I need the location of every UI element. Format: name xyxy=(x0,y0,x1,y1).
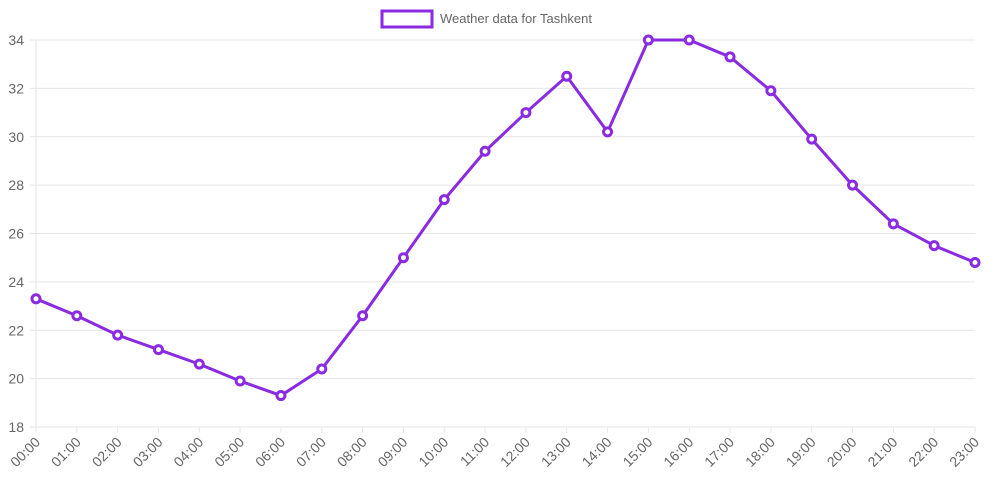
legend[interactable]: Weather data for Tashkent xyxy=(380,9,592,29)
data-point[interactable] xyxy=(847,179,859,191)
x-tick-label: 17:00 xyxy=(701,434,737,470)
x-tick-label: 15:00 xyxy=(619,434,655,470)
series-line xyxy=(35,38,976,398)
legend-swatch[interactable] xyxy=(380,9,434,29)
data-point[interactable] xyxy=(969,257,981,269)
data-point[interactable] xyxy=(30,293,42,305)
y-tick-label: 18 xyxy=(8,419,24,435)
data-point[interactable] xyxy=(71,310,83,322)
x-tick-label: 01:00 xyxy=(48,434,84,470)
y-tick-label: 32 xyxy=(8,80,24,96)
grid-lines xyxy=(30,39,975,433)
data-point[interactable] xyxy=(397,252,409,264)
y-axis-ticks: 18 20 22 24 26 28 30 32 34 xyxy=(8,32,24,435)
y-tick-label: 24 xyxy=(8,274,24,290)
x-tick-label: 05:00 xyxy=(211,434,247,470)
x-tick-label: 11:00 xyxy=(457,434,493,470)
x-tick-label: 04:00 xyxy=(170,434,206,470)
data-points xyxy=(30,34,981,402)
data-point[interactable] xyxy=(683,34,695,46)
data-point[interactable] xyxy=(152,344,164,356)
x-tick-label: 18:00 xyxy=(742,434,778,470)
data-point[interactable] xyxy=(438,194,450,206)
data-point[interactable] xyxy=(642,34,654,46)
x-tick-label: 13:00 xyxy=(538,434,574,470)
x-tick-label: 00:00 xyxy=(7,434,43,470)
y-tick-label: 30 xyxy=(8,129,24,145)
x-tick-label: 03:00 xyxy=(130,434,166,470)
data-point[interactable] xyxy=(234,375,246,387)
data-point[interactable] xyxy=(479,145,491,157)
data-point[interactable] xyxy=(765,85,777,97)
data-point[interactable] xyxy=(112,329,124,341)
x-tick-label: 07:00 xyxy=(293,434,329,470)
x-tick-label: 20:00 xyxy=(824,434,860,470)
y-tick-label: 34 xyxy=(8,32,24,48)
x-tick-label: 08:00 xyxy=(334,434,370,470)
x-tick-label: 06:00 xyxy=(252,434,288,470)
x-tick-label: 23:00 xyxy=(946,434,982,470)
data-point[interactable] xyxy=(724,51,736,63)
data-point[interactable] xyxy=(275,390,287,402)
data-point[interactable] xyxy=(928,240,940,252)
x-tick-label: 02:00 xyxy=(89,434,125,470)
legend-label[interactable]: Weather data for Tashkent xyxy=(440,11,592,26)
x-tick-label: 14:00 xyxy=(579,434,615,470)
x-axis-ticks: 00:00 01:00 02:00 03:00 04:00 05:00 06:00 07:00… xyxy=(7,427,982,470)
data-point[interactable] xyxy=(316,363,328,375)
x-tick-label: 09:00 xyxy=(374,434,410,470)
y-tick-label: 26 xyxy=(8,226,24,242)
data-point[interactable] xyxy=(193,358,205,370)
data-point[interactable] xyxy=(561,70,573,82)
data-point[interactable] xyxy=(806,133,818,145)
x-tick-label: 12:00 xyxy=(497,434,533,470)
x-tick-label: 16:00 xyxy=(660,434,696,470)
y-tick-label: 20 xyxy=(8,371,24,387)
data-point[interactable] xyxy=(357,310,369,322)
data-point[interactable] xyxy=(602,126,614,138)
y-tick-label: 22 xyxy=(8,322,24,338)
x-tick-label: 21:00 xyxy=(864,434,900,470)
y-tick-label: 28 xyxy=(8,177,24,193)
x-tick-label: 19:00 xyxy=(783,434,819,470)
x-tick-label: 22:00 xyxy=(905,434,941,470)
x-tick-label: 10:00 xyxy=(415,434,451,470)
data-point[interactable] xyxy=(520,107,532,119)
data-point[interactable] xyxy=(887,218,899,230)
